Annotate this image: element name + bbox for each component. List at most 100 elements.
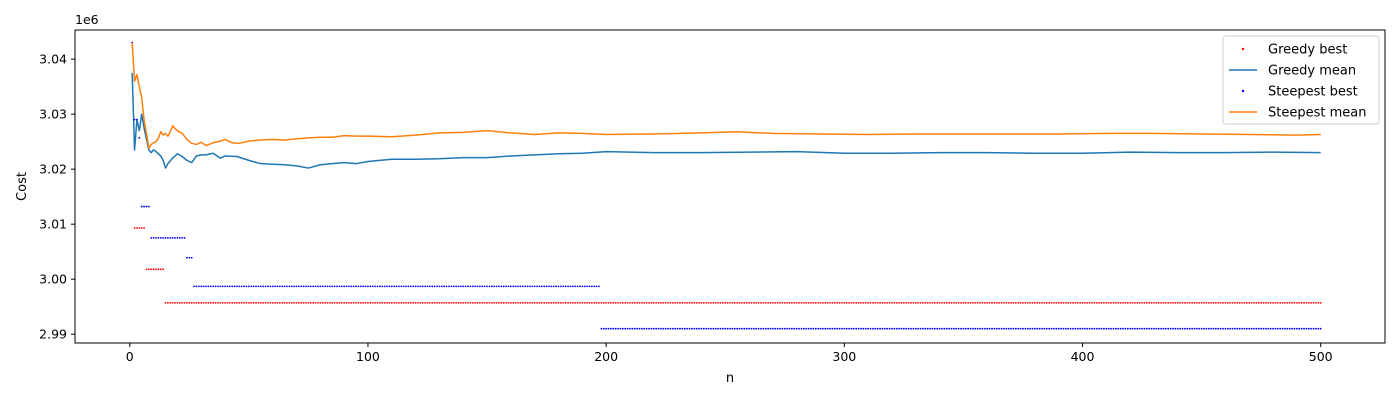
- data-point: [1288, 327, 1291, 330]
- data-point: [593, 301, 596, 304]
- data-point: [240, 285, 243, 288]
- data-point: [202, 285, 205, 288]
- data-point: [1055, 327, 1058, 330]
- data-point: [814, 327, 817, 330]
- data-point: [174, 301, 176, 304]
- data-point: [371, 301, 374, 304]
- data-point: [243, 285, 246, 288]
- data-point: [545, 301, 548, 304]
- data-point: [631, 301, 634, 304]
- legend-label: Greedy mean: [1268, 64, 1356, 79]
- data-point: [841, 327, 843, 330]
- data-point: [224, 301, 226, 304]
- data-point: [428, 301, 431, 304]
- data-point: [271, 301, 274, 304]
- data-point: [650, 301, 653, 304]
- data-point: [390, 301, 393, 304]
- data-point: [1257, 327, 1260, 330]
- data-point: [791, 301, 793, 304]
- data-point: [1195, 301, 1198, 304]
- data-point: [143, 227, 145, 229]
- data-point: [993, 327, 996, 330]
- data-point: [1207, 327, 1210, 330]
- data-point: [407, 285, 410, 288]
- data-point: [278, 301, 281, 304]
- data-point: [1203, 327, 1205, 330]
- data-point: [490, 285, 493, 288]
- data-point: [1048, 301, 1051, 304]
- data-point: [319, 285, 322, 288]
- data-point: [136, 227, 138, 229]
- data-point: [881, 327, 884, 330]
- data-point: [178, 237, 181, 239]
- data-point: [250, 301, 253, 304]
- data-point: [848, 301, 850, 304]
- data-point: [209, 301, 212, 304]
- data-point: [143, 205, 145, 208]
- data-point: [826, 327, 829, 330]
- data-point: [1012, 301, 1015, 304]
- data-point: [519, 285, 522, 288]
- data-point: [919, 327, 922, 330]
- data-point: [910, 301, 912, 304]
- data-point: [1145, 327, 1148, 330]
- data-point: [162, 237, 165, 239]
- data-point: [612, 327, 615, 330]
- data-point: [176, 301, 179, 304]
- data-point: [964, 301, 967, 304]
- data-point: [802, 327, 805, 330]
- data-point: [517, 301, 519, 304]
- data-point: [1195, 327, 1198, 330]
- data-point: [1067, 327, 1070, 330]
- data-point: [793, 327, 796, 330]
- data-point: [845, 301, 848, 304]
- data-point: [1122, 327, 1124, 330]
- data-point: [300, 301, 303, 304]
- data-point: [1076, 301, 1079, 304]
- data-point: [224, 285, 226, 288]
- data-point: [974, 301, 977, 304]
- data-point: [738, 301, 741, 304]
- data-point: [962, 327, 965, 330]
- data-point: [586, 301, 588, 304]
- data-point: [955, 327, 958, 330]
- data-point: [1219, 301, 1222, 304]
- data-point: [926, 327, 929, 330]
- data-point: [938, 301, 941, 304]
- data-point: [1160, 301, 1163, 304]
- data-point: [1250, 301, 1253, 304]
- data-point: [1036, 327, 1039, 330]
- data-point: [1155, 301, 1158, 304]
- data-point: [1312, 327, 1315, 330]
- data-point: [1134, 327, 1136, 330]
- data-point: [231, 301, 234, 304]
- data-point: [1238, 301, 1241, 304]
- data-point: [150, 268, 153, 271]
- data-point: [1100, 327, 1103, 330]
- data-point: [288, 285, 291, 288]
- y-tick-label: 3.01: [39, 217, 67, 232]
- data-point: [1305, 327, 1308, 330]
- data-point: [874, 327, 877, 330]
- data-point: [574, 285, 577, 288]
- data-point: [900, 327, 903, 330]
- data-point: [717, 327, 719, 330]
- data-point: [1229, 301, 1232, 304]
- data-point: [440, 285, 443, 288]
- data-point: [331, 285, 334, 288]
- data-point: [1000, 301, 1003, 304]
- data-point: [1031, 327, 1034, 330]
- data-point: [533, 285, 536, 288]
- data-point: [295, 285, 298, 288]
- data-point: [157, 237, 160, 239]
- data-point: [1022, 327, 1024, 330]
- data-point: [1284, 301, 1286, 304]
- data-point: [795, 301, 798, 304]
- data-point: [867, 327, 870, 330]
- data-point: [1274, 301, 1277, 304]
- data-point: [424, 301, 427, 304]
- data-point: [710, 327, 712, 330]
- data-point: [476, 285, 479, 288]
- data-point: [1060, 327, 1062, 330]
- data-point: [1074, 327, 1077, 330]
